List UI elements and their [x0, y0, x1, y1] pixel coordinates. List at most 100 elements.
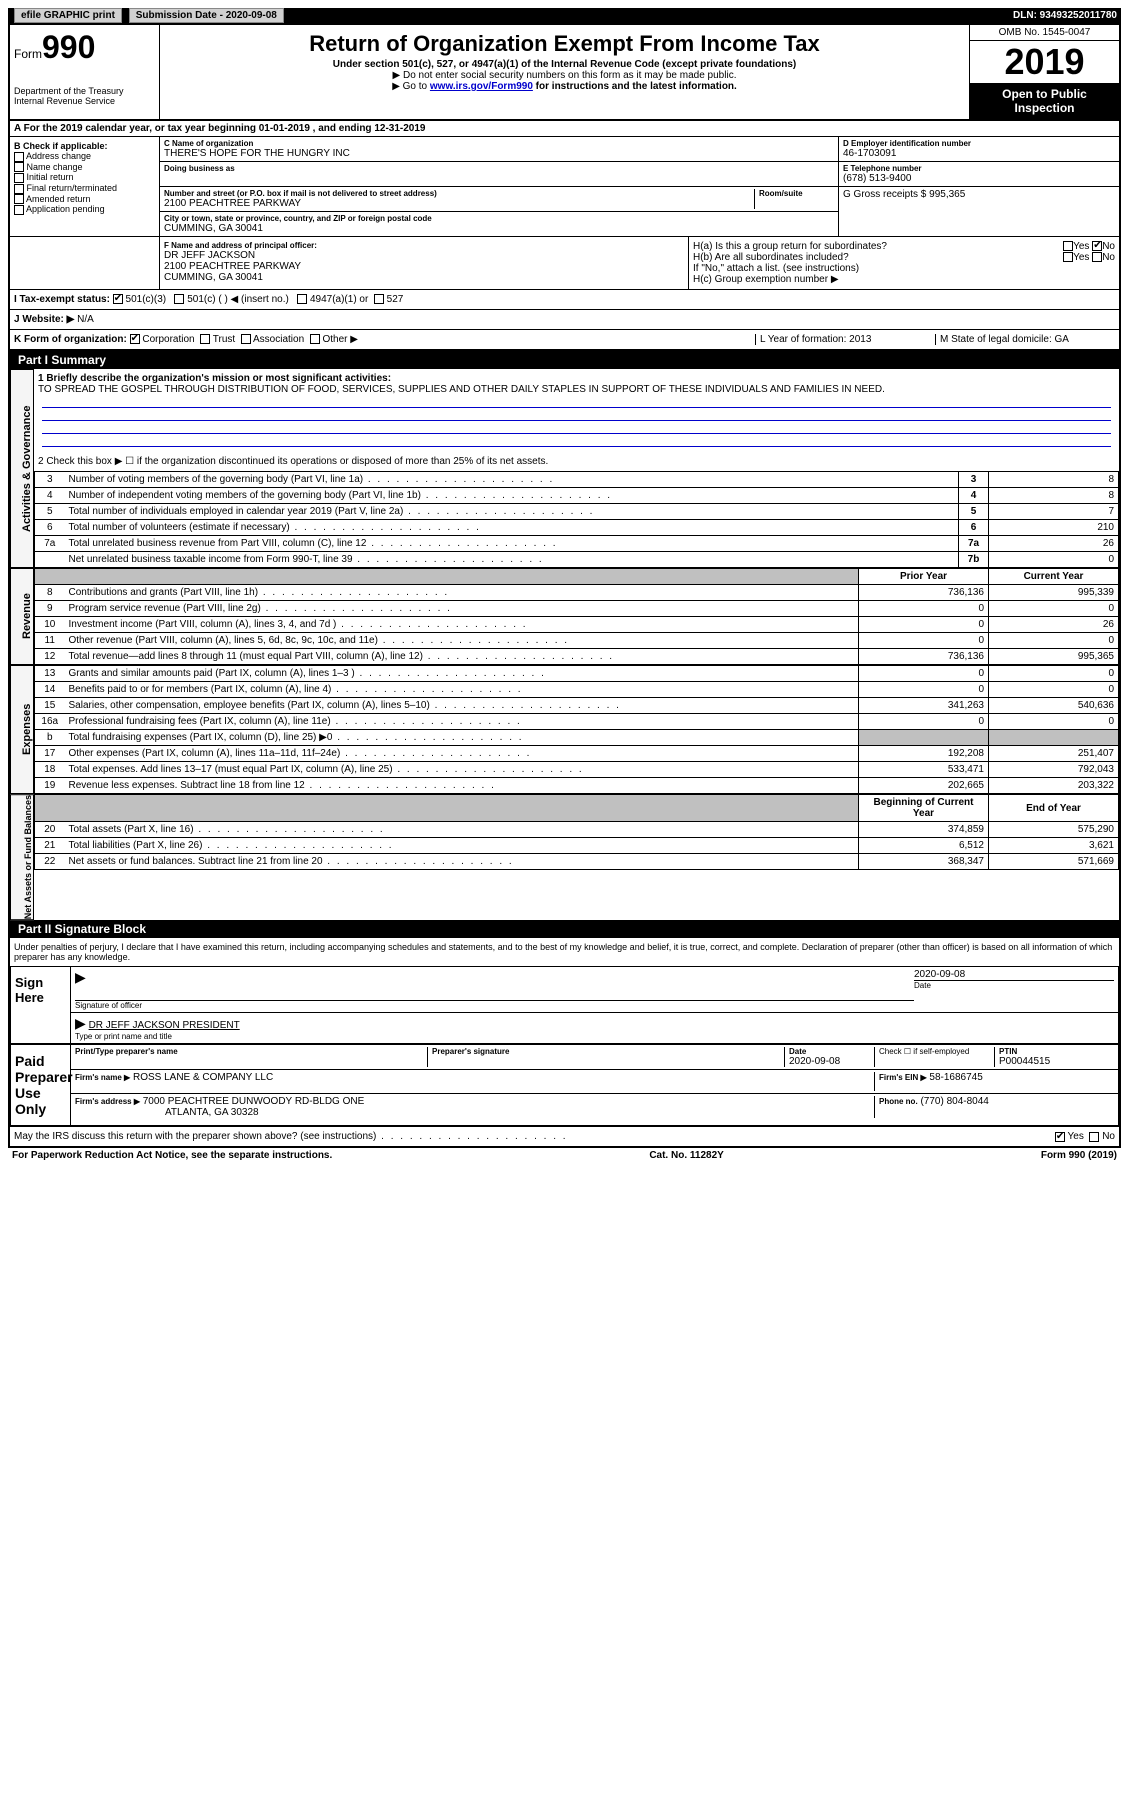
goto-pre: ▶ Go to — [392, 81, 430, 92]
sig-date: 2020-09-08 — [914, 969, 965, 980]
check-pending[interactable] — [14, 205, 24, 215]
firm-addr1: 7000 PEACHTREE DUNWOODY RD-BLDG ONE — [143, 1096, 365, 1107]
firm-phone: (770) 804-8044 — [920, 1096, 988, 1107]
section-a: A For the 2019 calendar year, or tax yea… — [10, 121, 1119, 137]
phone-label: E Telephone number — [843, 164, 1115, 173]
irs-link[interactable]: www.irs.gov/Form990 — [430, 81, 533, 92]
check-initial[interactable] — [14, 173, 24, 183]
ssn-note: ▶ Do not enter social security numbers o… — [164, 70, 965, 81]
open-public-label: Open to Public Inspection — [970, 83, 1119, 119]
q2-label: 2 Check this box ▶ ☐ if the organization… — [34, 452, 1119, 471]
addr-label: Number and street (or P.O. box if mail i… — [164, 189, 754, 198]
check-4947[interactable] — [297, 294, 307, 304]
netassets-table: Beginning of Current YearEnd of Year20To… — [34, 794, 1119, 870]
submission-date-button[interactable]: Submission Date - 2020-09-08 — [129, 8, 284, 23]
m-label: M State of legal domicile: GA — [935, 334, 1115, 345]
footer-left: For Paperwork Reduction Act Notice, see … — [12, 1150, 332, 1161]
col-de: D Employer identification number 46-1703… — [839, 137, 1119, 236]
check-amended[interactable] — [14, 194, 24, 204]
hc-label: H(c) Group exemption number ▶ — [693, 274, 1115, 285]
type-label: Type or print name and title — [75, 1032, 1114, 1041]
check-name[interactable] — [14, 162, 24, 172]
form-container: Form990 Department of the Treasury Inter… — [8, 23, 1121, 1148]
city-value: CUMMING, GA 30041 — [164, 223, 834, 234]
firm-ein: 58-1686745 — [929, 1072, 982, 1083]
check-trust[interactable] — [200, 334, 210, 344]
addr-value: 2100 PEACHTREE PARKWAY — [164, 198, 754, 209]
check-501c3[interactable] — [113, 294, 123, 304]
expenses-table: 13Grants and similar amounts paid (Part … — [34, 665, 1119, 794]
check-other[interactable] — [310, 334, 320, 344]
phone-value: (678) 513-9400 — [843, 173, 1115, 184]
paid-preparer-block: Paid Preparer Use Only Print/Type prepar… — [10, 1044, 1119, 1126]
officer-name: DR JEFF JACKSON — [164, 250, 684, 261]
sidebar-expenses: Expenses — [10, 665, 34, 794]
revenue-table: Prior YearCurrent Year8Contributions and… — [34, 568, 1119, 665]
mission-text: TO SPREAD THE GOSPEL THROUGH DISTRIBUTIO… — [38, 384, 1115, 395]
col-b-label: B Check if applicable: — [14, 141, 155, 151]
ha-yes[interactable] — [1063, 241, 1073, 251]
date-label: Date — [914, 980, 1114, 990]
ptin-value: P00044515 — [999, 1056, 1114, 1067]
firm-name: ROSS LANE & COMPANY LLC — [133, 1072, 273, 1083]
part1-header: Part I Summary — [10, 351, 1119, 369]
footer: For Paperwork Reduction Act Notice, see … — [8, 1148, 1121, 1163]
dba-label: Doing business as — [164, 164, 834, 173]
paid-label: Paid Preparer Use Only — [11, 1045, 71, 1125]
footer-center: Cat. No. 11282Y — [649, 1150, 723, 1161]
sig-officer-label: Signature of officer — [75, 1000, 914, 1010]
discuss-label: May the IRS discuss this return with the… — [14, 1131, 568, 1142]
form-title: Return of Organization Exempt From Incom… — [164, 31, 965, 57]
check-corp[interactable] — [130, 334, 140, 344]
tax-year: 2019 — [970, 41, 1119, 83]
prep-name-label: Print/Type preparer's name — [75, 1047, 427, 1067]
prep-sig-label: Preparer's signature — [427, 1047, 784, 1067]
discuss-yes[interactable] — [1055, 1132, 1065, 1142]
dln-label: DLN: 93493252011780 — [1013, 10, 1117, 21]
governance-table: 3Number of voting members of the governi… — [34, 471, 1119, 568]
q1-label: 1 Briefly describe the organization's mi… — [38, 373, 1115, 384]
efile-button[interactable]: efile GRAPHIC print — [14, 8, 122, 23]
col-c: C Name of organization THERE'S HOPE FOR … — [160, 137, 839, 236]
part2-header: Part II Signature Block — [10, 920, 1119, 938]
room-label: Room/suite — [759, 189, 834, 198]
dept-label: Department of the Treasury — [14, 86, 155, 96]
officer-typed: DR JEFF JACKSON PRESIDENT — [89, 1020, 240, 1031]
form-label: Form — [14, 47, 42, 61]
l-label: L Year of formation: 2013 — [755, 334, 935, 345]
irs-label: Internal Revenue Service — [14, 96, 155, 106]
form-subtitle: Under section 501(c), 527, or 4947(a)(1)… — [164, 59, 965, 70]
discuss-no[interactable] — [1089, 1132, 1099, 1142]
org-name: THERE'S HOPE FOR THE HUNGRY INC — [164, 148, 834, 159]
officer-label: F Name and address of principal officer: — [164, 241, 684, 250]
sidebar-revenue: Revenue — [10, 568, 34, 665]
form-number: 990 — [42, 29, 95, 65]
website-label: J Website: ▶ — [14, 314, 74, 325]
k-label: K Form of organization: — [14, 334, 127, 345]
gross-receipts: G Gross receipts $ 995,365 — [843, 189, 1115, 200]
check-527[interactable] — [374, 294, 384, 304]
check-501c[interactable] — [174, 294, 184, 304]
officer-city: CUMMING, GA 30041 — [164, 272, 684, 283]
check-address[interactable] — [14, 152, 24, 162]
form-header: Form990 Department of the Treasury Inter… — [10, 25, 1119, 121]
ein-value: 46-1703091 — [843, 148, 1115, 159]
check-assoc[interactable] — [241, 334, 251, 344]
firm-addr2: ATLANTA, GA 30328 — [75, 1107, 874, 1118]
hb-yes[interactable] — [1063, 252, 1073, 262]
sign-here-block: Sign Here ▶ Signature of officer 2020-09… — [10, 966, 1119, 1044]
ein-label: D Employer identification number — [843, 139, 1115, 148]
prep-date: 2020-09-08 — [789, 1056, 874, 1067]
ha-no[interactable] — [1092, 241, 1102, 251]
check-final[interactable] — [14, 184, 24, 194]
sidebar-netassets: Net Assets or Fund Balances — [10, 794, 34, 920]
col-b: B Check if applicable: Address change Na… — [10, 137, 160, 236]
org-name-label: C Name of organization — [164, 139, 834, 148]
check-self: Check ☐ if self-employed — [874, 1047, 994, 1067]
sign-here-label: Sign Here — [11, 967, 71, 1043]
city-label: City or town, state or province, country… — [164, 214, 834, 223]
hb-no[interactable] — [1092, 252, 1102, 262]
omb-label: OMB No. 1545-0047 — [970, 25, 1119, 41]
ha-label: H(a) Is this a group return for subordin… — [693, 241, 887, 252]
officer-addr: 2100 PEACHTREE PARKWAY — [164, 261, 684, 272]
